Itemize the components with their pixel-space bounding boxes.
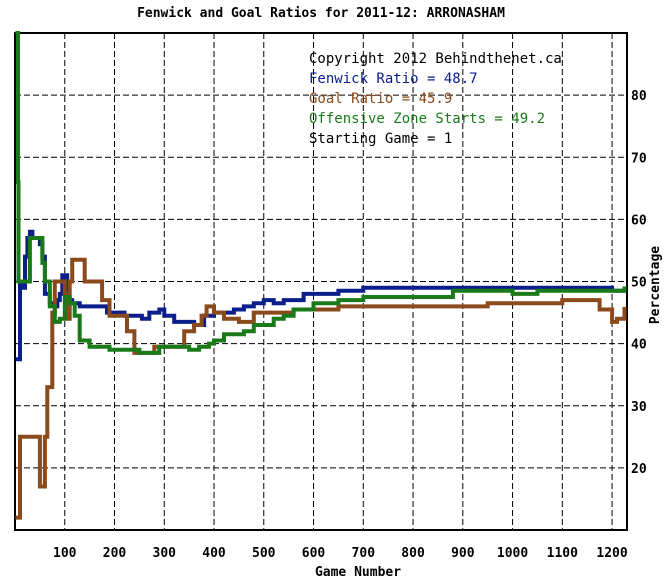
x-tick-label: 400	[202, 546, 226, 561]
x-tick-label: 1000	[497, 546, 528, 561]
annotation-line: Copyright 2012 Behindthenet.ca	[309, 51, 562, 67]
x-tick-label: 500	[252, 546, 276, 561]
x-axis-label: Game Number	[315, 565, 401, 580]
y-axis-label: Percentage	[648, 246, 663, 324]
annotation-line: Offensive Zone Starts = 49.2	[309, 111, 545, 127]
grid	[15, 33, 627, 530]
x-tick-label: 200	[103, 546, 127, 561]
x-tick-label: 900	[451, 546, 475, 561]
y-tick-label: 50	[631, 276, 647, 291]
x-tick-label: 600	[302, 546, 326, 561]
y-tick-label: 60	[631, 213, 647, 228]
y-tick-label: 80	[631, 89, 647, 104]
y-tick-label: 40	[631, 338, 647, 353]
annotation-line: Starting Game = 1	[309, 131, 452, 147]
x-tick-label: 1100	[547, 546, 578, 561]
annotation-line: Fenwick Ratio = 48.7	[309, 71, 478, 87]
y-tick-label: 30	[631, 400, 647, 415]
x-tick-label: 100	[53, 546, 77, 561]
y-tick-label: 20	[631, 462, 647, 477]
y-tick-label: 70	[631, 151, 647, 166]
series-group	[15, 31, 627, 520]
tick-labels: 100 200 300 400 500 600 700 800 900 1000 1100 1200 2…	[53, 89, 647, 561]
x-tick-label: 700	[352, 546, 376, 561]
chart-title: Fenwick and Goal Ratios for 2011-12: ARR…	[137, 6, 505, 21]
offensive-zone-starts-line	[15, 31, 627, 355]
x-tick-label: 1200	[596, 546, 627, 561]
x-tick-label: 300	[153, 546, 177, 561]
annotations: Copyright 2012 Behindthenet.ca Fenwick Ra…	[309, 51, 562, 147]
annotation-line: Goal Ratio = 45.9	[309, 91, 452, 107]
goal-ratio-line	[15, 257, 627, 520]
x-tick-label: 800	[401, 546, 425, 561]
